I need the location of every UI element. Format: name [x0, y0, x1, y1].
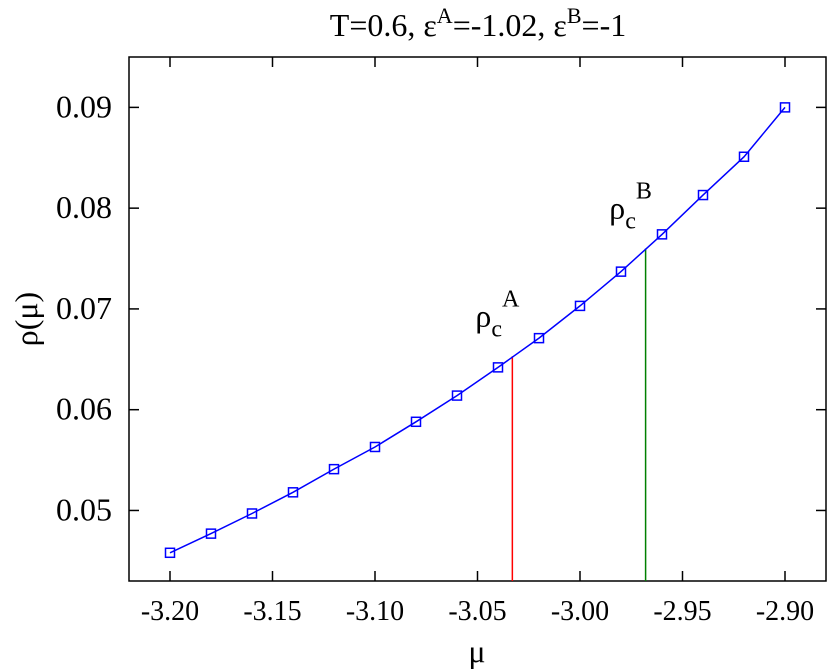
y-tick-label: 0.07	[56, 290, 112, 326]
chart-title: T=0.6, εA=-1.02, εB=-1	[330, 3, 626, 43]
x-axis-label: μ	[468, 633, 485, 669]
x-axis-ticks: -3.20 -3.15 -3.10 -3.05 -3.00 -2.95 -2.90	[141, 57, 814, 627]
data-point	[533, 332, 545, 344]
data-point	[410, 416, 422, 428]
x-tick-label: -3.05	[448, 596, 506, 627]
label-base: ρ	[475, 297, 491, 333]
x-tick-label: -2.95	[653, 596, 711, 627]
data-point	[656, 229, 668, 240]
data-point	[369, 441, 381, 453]
data-point	[697, 189, 709, 201]
x-tick-label: -3.10	[346, 596, 404, 627]
data-point	[246, 508, 258, 519]
y-tick-label: 0.08	[56, 189, 112, 225]
x-tick-label: -3.15	[243, 596, 301, 627]
data-point	[574, 300, 586, 312]
data-point	[615, 266, 627, 277]
label-subscript: c	[491, 316, 502, 342]
data-point	[779, 102, 791, 113]
x-tick-label: -3.20	[141, 596, 199, 627]
data-point	[328, 463, 340, 475]
x-tick-label: -3.00	[551, 596, 609, 627]
label-subscript: c	[625, 208, 636, 234]
data-series	[164, 102, 791, 559]
y-tick-label: 0.09	[56, 88, 112, 124]
y-tick-label: 0.06	[56, 391, 112, 427]
data-point	[205, 528, 217, 539]
y-axis-ticks: 0.05 0.06 0.07 0.08 0.09	[56, 88, 826, 527]
critical-density-label: ρcA	[475, 286, 520, 342]
critical-density-label: ρcB	[609, 178, 652, 234]
data-point	[287, 487, 299, 498]
y-axis-label: ρ(μ)	[8, 292, 44, 346]
data-point	[492, 362, 504, 373]
x-tick-label: -2.90	[756, 596, 814, 627]
data-point	[451, 390, 463, 401]
label-superscript: A	[502, 286, 520, 312]
y-tick-label: 0.05	[56, 491, 112, 527]
data-point	[738, 151, 750, 163]
data-point	[164, 547, 176, 559]
series-line	[169, 106, 786, 554]
label-base: ρ	[609, 189, 625, 225]
label-superscript: B	[636, 178, 652, 204]
